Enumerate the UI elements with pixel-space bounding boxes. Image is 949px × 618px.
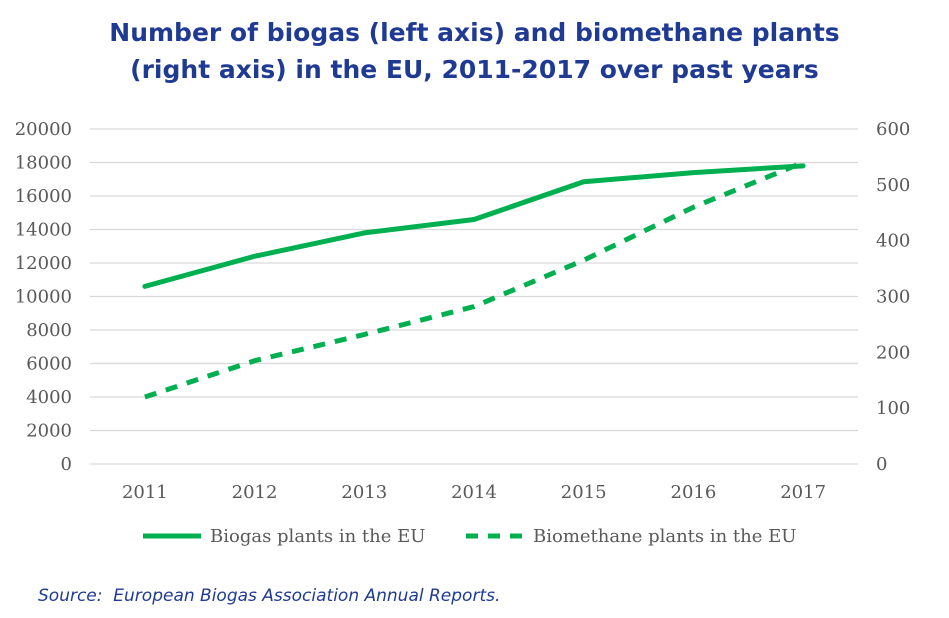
chart-title-line-2: (right axis) in the EU, 2011-2017 over p… (130, 55, 819, 84)
chart-title: Number of biogas (left axis) and biometh… (0, 14, 949, 88)
left-axis-tick-label: 2000 (26, 421, 72, 442)
right-axis-tick-label: 100 (876, 398, 910, 419)
left-axis-tick-label: 6000 (26, 354, 72, 375)
x-axis-tick-label: 2016 (671, 482, 717, 503)
x-axis-tick-label: 2013 (341, 482, 387, 503)
legend-label: Biogas plants in the EU (210, 526, 425, 547)
left-axis-tick-label: 18000 (15, 153, 72, 174)
right-axis-tick-label: 0 (876, 454, 887, 475)
x-axis-tick-label: 2011 (122, 482, 168, 503)
data-point (582, 180, 586, 184)
x-axis-tick-label: 2017 (780, 482, 826, 503)
right-axis-tick-label: 300 (876, 287, 910, 308)
data-point (253, 254, 257, 258)
data-point (143, 284, 147, 288)
data-point (691, 171, 695, 175)
data-point (691, 205, 695, 209)
right-axis-ticks: 0 100 200 300 400 500 600 (876, 119, 910, 475)
series-line-biogas (142, 163, 806, 289)
right-axis-tick-label: 600 (876, 119, 910, 140)
source-note: Source: European Biogas Association Annu… (38, 586, 501, 606)
data-point (801, 161, 805, 165)
data-point (143, 395, 147, 399)
data-point (582, 258, 586, 262)
right-axis-tick-label: 500 (876, 175, 910, 196)
data-point (253, 359, 257, 363)
gridlines (90, 128, 858, 465)
left-axis-tick-label: 20000 (15, 119, 72, 140)
right-axis-tick-label: 200 (876, 342, 910, 363)
data-point (472, 217, 476, 221)
x-axis-ticks: 2011 2012 2013 2014 2015 2016 2017 (122, 482, 826, 503)
left-axis-tick-label: 0 (61, 454, 72, 475)
x-axis-tick-label: 2015 (561, 482, 607, 503)
left-axis-tick-label: 8000 (26, 320, 72, 341)
x-axis-tick-label: 2012 (232, 482, 278, 503)
series-line-biomethane (144, 160, 805, 400)
chart-title-line-1: Number of biogas (left axis) and biometh… (109, 18, 840, 47)
series-lines (142, 160, 806, 400)
left-axis-tick-label: 14000 (15, 220, 72, 241)
left-axis-ticks: 0 2000 4000 6000 8000 10000 12000 14000 16000 180… (15, 119, 72, 475)
right-axis-tick-label: 400 (876, 231, 910, 252)
legend-label: Biomethane plants in the EU (533, 526, 796, 547)
left-axis-tick-label: 16000 (15, 186, 72, 207)
left-axis-tick-label: 10000 (15, 287, 72, 308)
data-point (472, 305, 476, 309)
left-axis-tick-label: 12000 (15, 253, 72, 274)
legend: Biogas plants in the EU Biomethane plants… (143, 526, 796, 547)
left-axis-tick-label: 4000 (26, 387, 72, 408)
x-axis-tick-label: 2014 (451, 482, 497, 503)
data-point (362, 332, 366, 336)
data-point (362, 231, 366, 235)
